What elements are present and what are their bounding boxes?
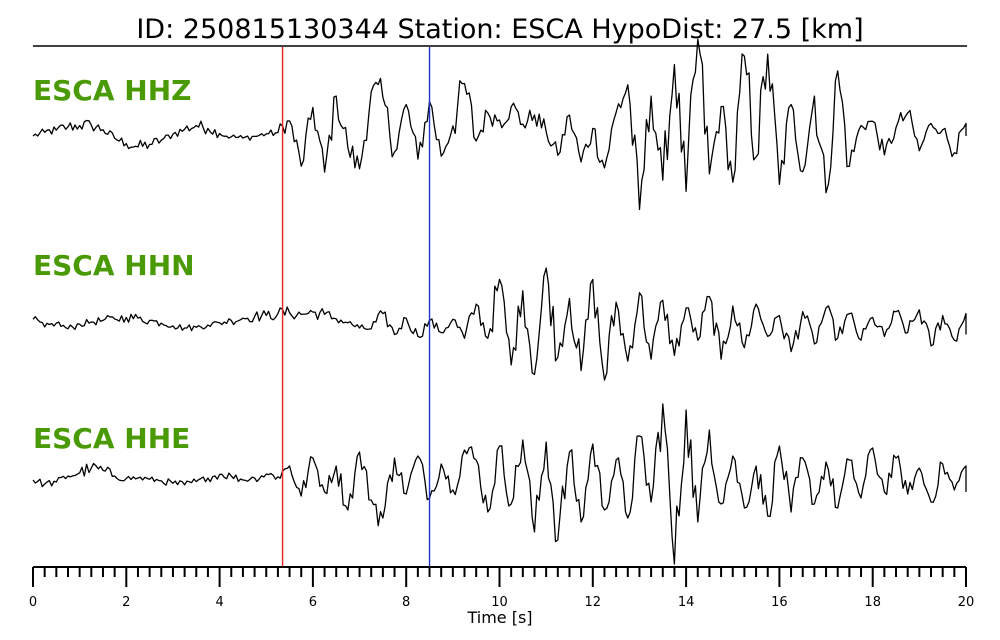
waveform-esca-hhe xyxy=(32,403,967,565)
figure-title: ID: 250815130344 Station: ESCA HypoDist:… xyxy=(136,14,863,45)
x-axis-label: Time [s] xyxy=(466,608,532,627)
time-axis: 0 2 4 6 8 10 12 14 16 18 20 xyxy=(29,566,975,610)
trace-esca-hhe: ESCA HHE xyxy=(32,403,967,565)
title-dist-label: HypoDist: xyxy=(591,14,723,45)
x-tick-label: 2 xyxy=(122,595,130,610)
title-station-label: Station: xyxy=(398,14,503,45)
x-tick-label: 20 xyxy=(958,595,975,610)
title-dist-unit: [km] xyxy=(801,14,864,45)
title-dist-value: 27.5 xyxy=(732,14,792,45)
x-tick-label: 18 xyxy=(864,595,881,610)
x-tick-label: 12 xyxy=(585,595,602,610)
title-id-label: ID: xyxy=(136,14,174,45)
x-tick-label: 4 xyxy=(215,595,223,610)
title-station-value: ESCA xyxy=(511,14,583,45)
x-tick-label: 0 xyxy=(29,595,37,610)
x-tick-label: 6 xyxy=(309,595,317,610)
trace-esca-hhz: ESCA HHZ xyxy=(32,38,967,211)
x-tick-label: 16 xyxy=(771,595,788,610)
x-tick-label: 8 xyxy=(402,595,410,610)
channel-label-esca-hhe: ESCA HHE xyxy=(33,422,190,455)
pick-lines xyxy=(281,47,431,567)
channel-label-esca-hhn: ESCA HHN xyxy=(33,249,195,282)
waveform-esca-hhn xyxy=(32,267,967,381)
channel-label-esca-hhz: ESCA HHZ xyxy=(33,74,191,107)
title-id-value: 250815130344 xyxy=(183,14,389,45)
trace-esca-hhn: ESCA HHN xyxy=(32,249,967,381)
x-tick-label: 14 xyxy=(678,595,695,610)
x-tick-label: 10 xyxy=(491,595,508,610)
waveform-esca-hhz xyxy=(32,38,967,211)
trace-group: ESCA HHZ ESCA HHN ESCA HHE xyxy=(32,38,967,565)
